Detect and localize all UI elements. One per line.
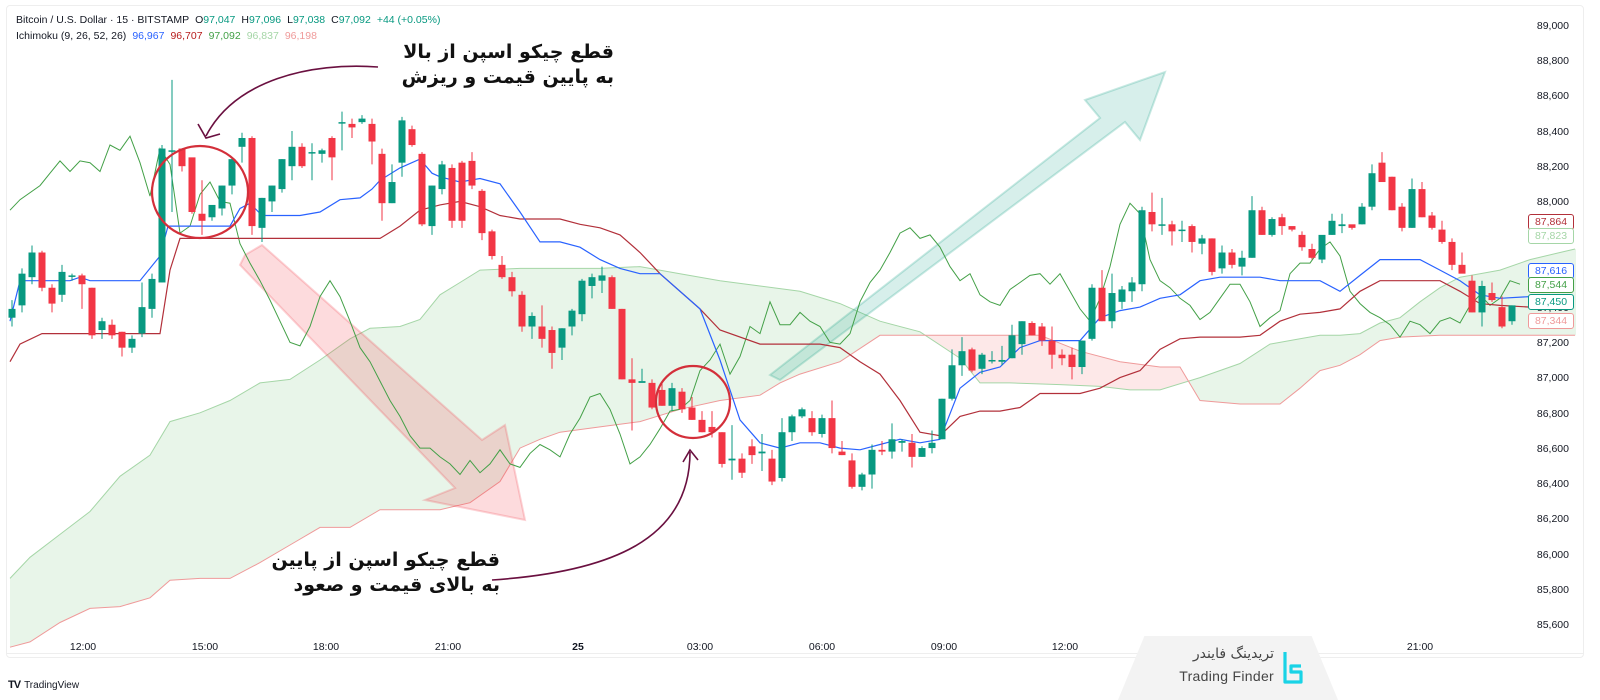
time-axis-separator <box>6 653 1584 654</box>
price-tick-label: 86,600 <box>1536 442 1569 455</box>
bullish-arrow <box>768 70 1167 382</box>
annotation-top: قطع چیکو اسپن از بالا به پایین قیمت و ری… <box>402 40 614 90</box>
kijun-value: 96,707 <box>170 30 203 42</box>
time-tick-label: 03:00 <box>686 641 714 653</box>
annotation-top-line1: قطع چیکو اسپن از بالا <box>403 41 614 63</box>
low-label: L <box>287 14 293 26</box>
tradingview-icon: TV <box>8 679 21 691</box>
tradingview-label: TradingView <box>24 679 80 691</box>
close-value: 97,092 <box>338 14 371 26</box>
time-tick-label: 06:00 <box>808 641 836 653</box>
price-tick-label: 86,000 <box>1536 548 1569 561</box>
low-value: 97,038 <box>292 14 326 26</box>
tradingview-logo[interactable]: TV TradingView <box>8 679 79 691</box>
symbol-row: Bitcoin / U.S. Dollar · 15 · BITSTAMP O9… <box>16 12 440 28</box>
price-tag: 87,450 <box>1528 294 1574 310</box>
price-tick-label: 86,400 <box>1536 478 1569 491</box>
price-tag: 87,864 <box>1528 214 1574 230</box>
chart-legend: Bitcoin / U.S. Dollar · 15 · BITSTAMP O9… <box>16 12 440 44</box>
crossover-circle-top <box>150 144 250 240</box>
bearish-arrow <box>238 243 527 522</box>
tenkan-value: 96,967 <box>132 30 165 42</box>
indicator-row: Ichimoku (9, 26, 52, 26) 96,967 96,707 9… <box>16 28 440 44</box>
symbol-title[interactable]: Bitcoin / U.S. Dollar · 15 · BITSTAMP <box>16 14 190 26</box>
open-label: O <box>195 14 204 26</box>
brand-name-en: Trading Finder <box>1179 668 1274 684</box>
senkou-b-value: 96,198 <box>284 30 317 42</box>
price-tick-label: 85,600 <box>1536 619 1569 631</box>
time-tick-label: 21:00 <box>1406 641 1434 653</box>
annotation-top-line2: به پایین قیمت و ریزش <box>401 66 614 88</box>
annotation-bottom: قطع چیکو اسپن از پایین به بالای قیمت و ص… <box>271 548 500 598</box>
annotation-bottom-line2: به بالای قیمت و صعود <box>293 574 500 596</box>
annotation-marks <box>150 65 732 581</box>
time-tick-label: 25 <box>572 641 584 653</box>
high-label: H <box>241 14 249 26</box>
price-tag: 87,823 <box>1528 228 1574 244</box>
curved-arrow-top <box>205 65 379 137</box>
price-tick-label: 85,800 <box>1536 583 1569 596</box>
kijun-sen <box>9 200 1531 437</box>
time-tick-label: 15:00 <box>191 641 219 653</box>
trend-arrows <box>238 70 1167 522</box>
price-tick-label: 88,800 <box>1536 55 1569 68</box>
brand-name-fa: تریدینگ فایندر <box>1192 646 1274 662</box>
change-value: +44 (+0.05%) <box>376 14 441 26</box>
high-value: 97,096 <box>249 14 282 26</box>
price-tick-label: 88,400 <box>1536 125 1569 138</box>
time-tick-label: 18:00 <box>312 641 340 653</box>
price-tick-label: 88,000 <box>1536 196 1569 209</box>
price-tick-label: 88,600 <box>1536 90 1569 103</box>
watermark-background <box>1118 636 1338 700</box>
time-tick-label: 21:00 <box>434 641 462 653</box>
price-tick-label: 87,000 <box>1536 372 1569 385</box>
price-tag: 87,544 <box>1528 277 1574 293</box>
open-value: 97,047 <box>203 14 236 26</box>
time-tick-label: 09:00 <box>930 641 958 653</box>
price-tick-label: 86,800 <box>1536 407 1569 420</box>
chikou-span <box>9 135 1521 476</box>
time-tick-label: 12:00 <box>1051 641 1079 653</box>
chikou-value: 97,092 <box>208 30 241 42</box>
curved-arrow-bottom <box>491 451 691 581</box>
close-label: C <box>331 14 339 26</box>
trading-finder-icon <box>1283 652 1303 684</box>
indicator-name[interactable]: Ichimoku (9, 26, 52, 26) <box>16 30 127 42</box>
price-tick-label: 89,000 <box>1536 20 1569 32</box>
crossover-circle-bottom <box>654 364 732 440</box>
price-tick-label: 87,200 <box>1536 337 1569 350</box>
time-tick-label: 12:00 <box>69 641 97 653</box>
price-tag: 87,344 <box>1528 313 1574 329</box>
senkou-a-value: 96,837 <box>246 30 279 42</box>
candles <box>8 79 1516 491</box>
price-tick-label: 88,200 <box>1536 160 1569 173</box>
price-tick-label: 86,200 <box>1536 513 1569 526</box>
trading-finder-watermark: تریدینگ فایندر Trading Finder <box>1118 636 1338 700</box>
annotation-bottom-line1: قطع چیکو اسپن از پایین <box>271 549 500 571</box>
